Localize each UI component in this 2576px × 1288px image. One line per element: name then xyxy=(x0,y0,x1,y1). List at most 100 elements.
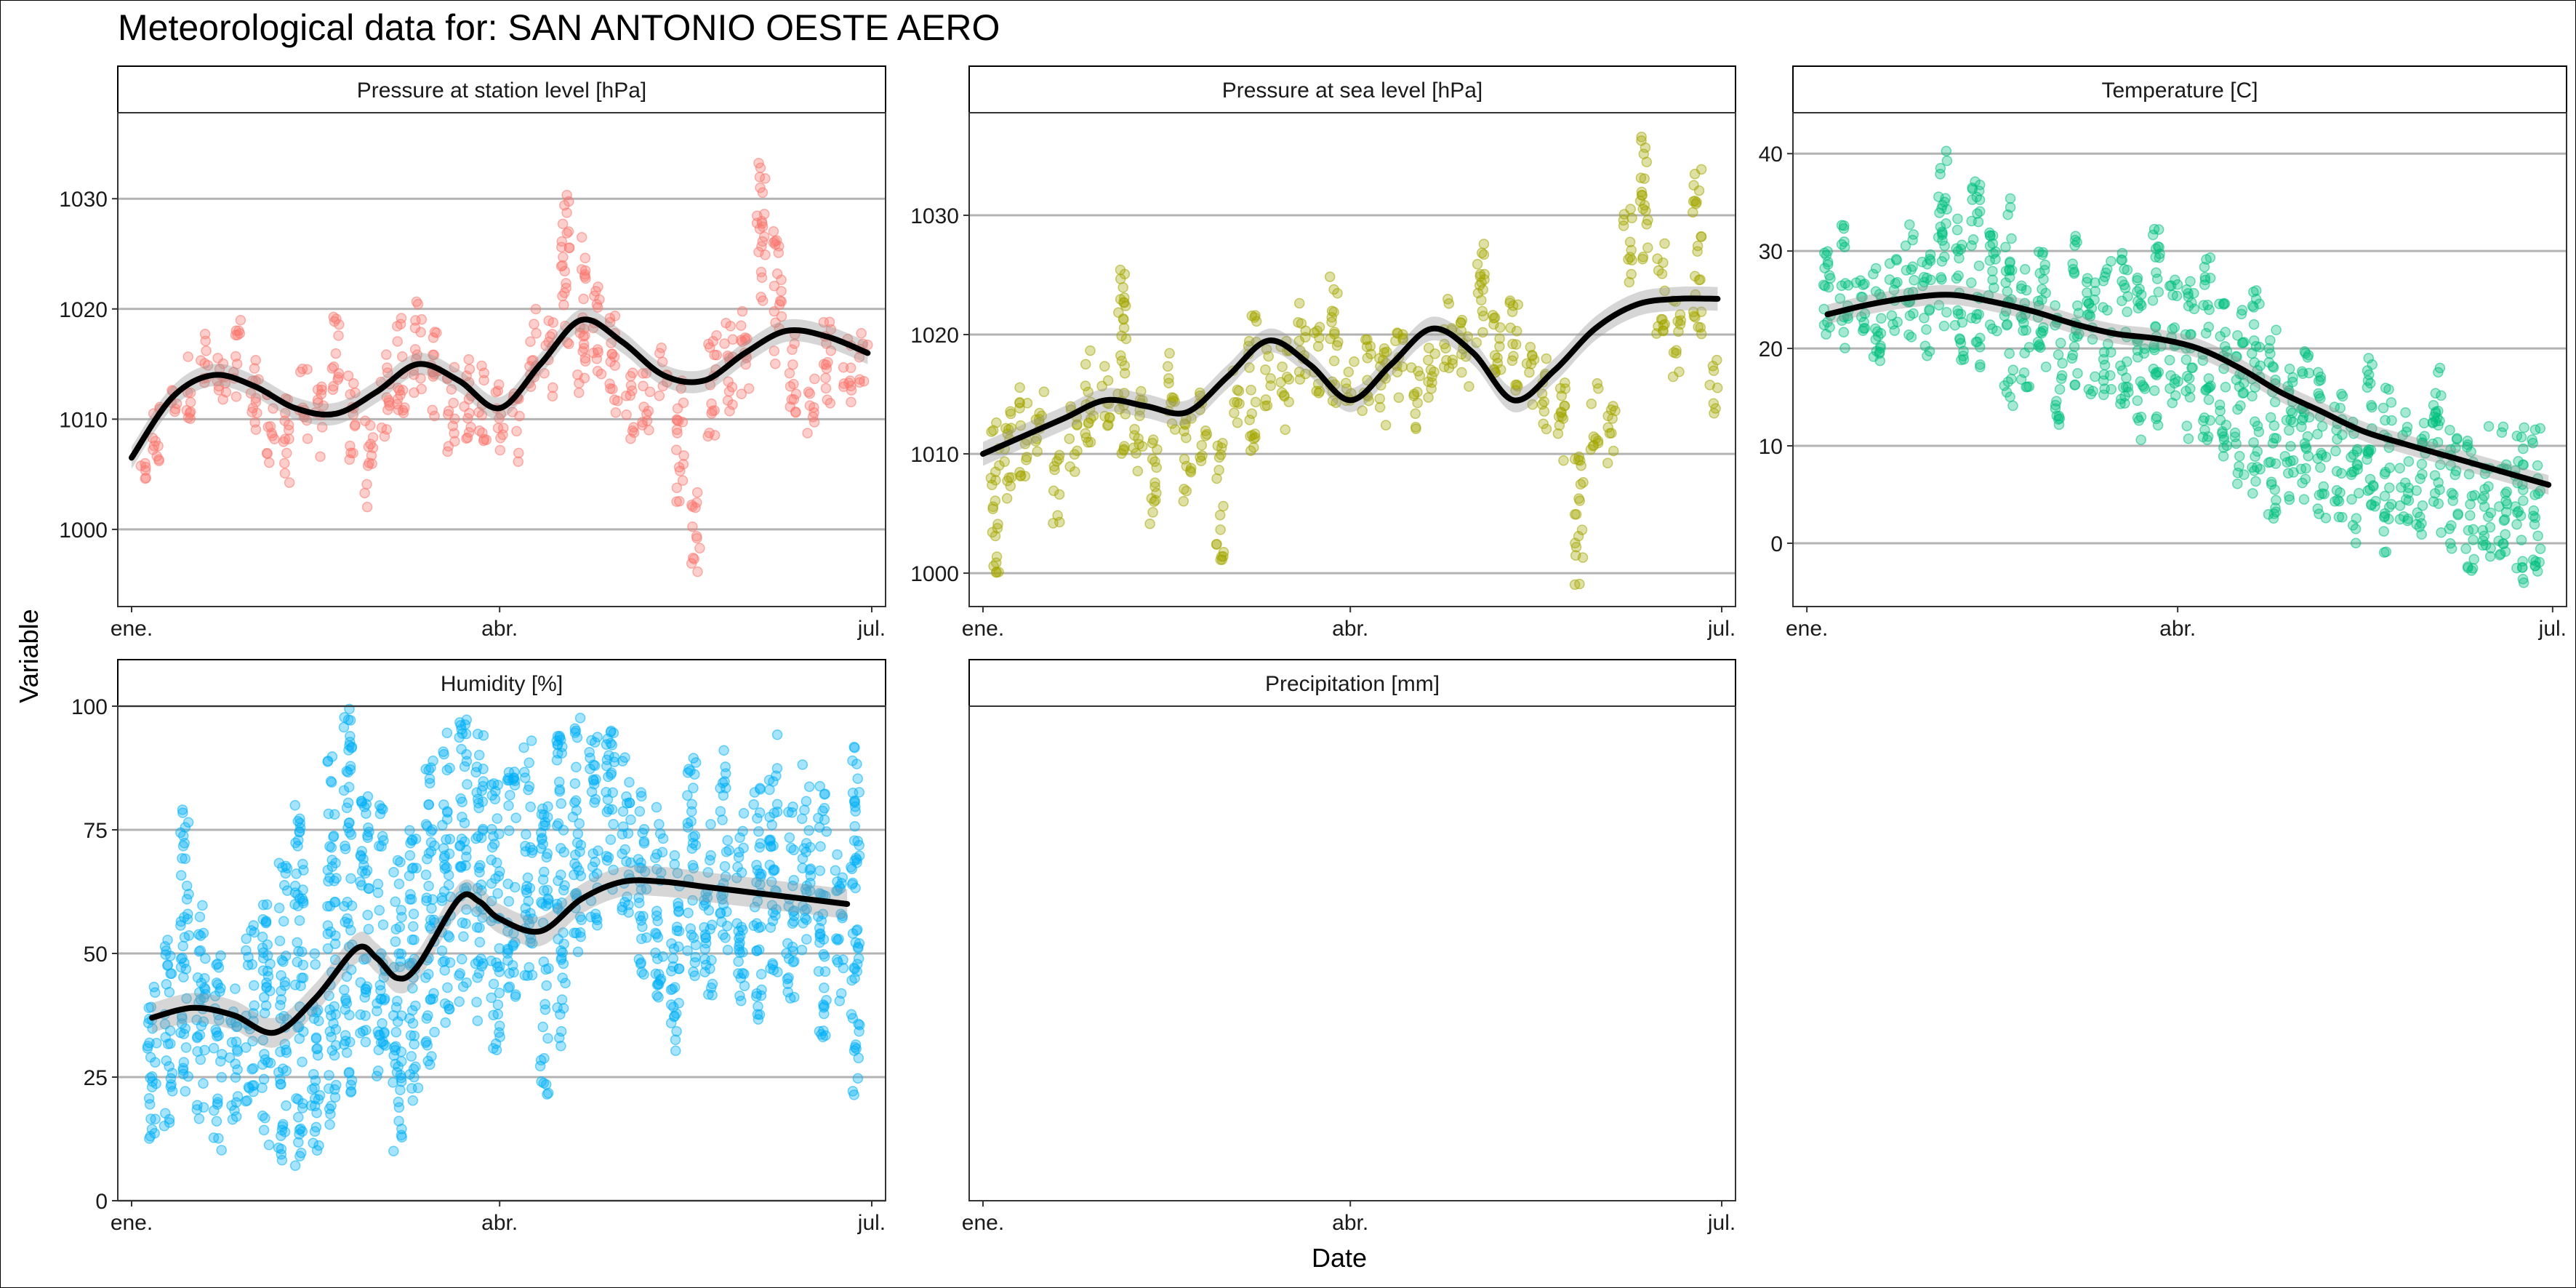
data-point xyxy=(416,383,427,395)
data-point xyxy=(278,916,289,927)
data-point xyxy=(825,345,837,356)
data-point xyxy=(818,934,830,945)
data-point xyxy=(803,386,814,398)
data-point xyxy=(554,732,566,743)
data-point xyxy=(273,903,285,913)
data-point xyxy=(1602,422,1613,433)
data-point xyxy=(768,225,779,237)
data-point xyxy=(555,798,567,809)
data-point xyxy=(439,956,450,967)
data-point xyxy=(212,1031,222,1042)
data-point xyxy=(390,1041,401,1052)
data-point xyxy=(252,407,262,419)
data-point xyxy=(257,899,269,911)
data-point xyxy=(2171,290,2183,302)
data-point xyxy=(2183,288,2194,299)
data-point xyxy=(820,372,831,384)
data-point xyxy=(678,397,689,409)
data-point xyxy=(1083,386,1094,398)
data-point xyxy=(2056,369,2068,381)
data-point xyxy=(441,727,453,738)
data-point xyxy=(2370,495,2381,507)
data-point xyxy=(1507,338,1518,350)
data-point xyxy=(851,759,862,769)
y-tick-label: 0 xyxy=(1770,532,1783,556)
data-point xyxy=(2116,365,2128,376)
data-point xyxy=(230,1097,242,1108)
data-point xyxy=(547,317,558,328)
data-point xyxy=(848,741,859,753)
data-point xyxy=(1675,315,1687,327)
data-point xyxy=(366,450,377,461)
data-point xyxy=(1688,180,1699,191)
data-point xyxy=(268,403,278,414)
data-point xyxy=(420,869,432,881)
data-point xyxy=(2250,382,2260,393)
data-point xyxy=(785,842,797,854)
data-point xyxy=(1246,311,1258,321)
data-point xyxy=(1147,434,1159,445)
data-point xyxy=(592,344,603,355)
data-point xyxy=(2270,503,2281,513)
data-point xyxy=(2511,519,2522,530)
data-point xyxy=(2352,460,2363,471)
data-point xyxy=(1941,218,1951,229)
y-tick-label: 40 xyxy=(1759,143,1783,167)
data-point xyxy=(709,430,721,441)
data-point xyxy=(356,851,366,862)
data-point xyxy=(1839,343,1850,353)
data-point xyxy=(1102,375,1114,386)
data-point xyxy=(1244,415,1255,425)
smooth-line xyxy=(1824,292,2552,488)
data-point xyxy=(428,371,439,382)
data-point xyxy=(2038,321,2049,333)
data-point xyxy=(764,784,775,796)
data-point xyxy=(208,1042,220,1054)
data-point xyxy=(587,861,598,873)
data-point xyxy=(726,382,738,393)
data-point xyxy=(1423,376,1434,388)
data-point xyxy=(1478,239,1490,249)
data-point xyxy=(328,361,340,372)
data-point xyxy=(635,787,646,798)
data-point xyxy=(2220,327,2231,337)
data-point xyxy=(2083,384,2095,395)
data-point xyxy=(372,1005,382,1017)
x-tick-label: jul. xyxy=(857,1211,886,1235)
data-point xyxy=(1169,396,1181,407)
data-point xyxy=(310,959,321,970)
facet-panels: Pressure at station level [hPa]100010101… xyxy=(59,65,2567,1235)
data-point xyxy=(1574,495,1586,506)
confidence-band xyxy=(132,308,868,469)
data-point xyxy=(986,426,997,437)
data-point xyxy=(2284,363,2295,375)
data-point xyxy=(770,317,781,328)
data-point xyxy=(2016,280,2027,292)
data-point xyxy=(707,989,718,1001)
data-point xyxy=(1692,240,1704,252)
data-point xyxy=(293,1111,304,1123)
data-point xyxy=(1312,340,1324,352)
data-point xyxy=(637,417,648,428)
data-point xyxy=(1003,472,1015,484)
data-point xyxy=(2147,295,2159,306)
x-tick-label: ene. xyxy=(962,1211,1004,1235)
data-point xyxy=(2268,420,2280,431)
data-point xyxy=(1006,423,1016,433)
data-point xyxy=(2007,364,2019,376)
data-point xyxy=(1900,240,1911,252)
data-point xyxy=(579,356,591,367)
data-point xyxy=(2532,566,2543,577)
data-point xyxy=(688,753,699,764)
data-point xyxy=(2200,385,2211,396)
data-point xyxy=(393,1096,404,1108)
data-point xyxy=(396,1076,407,1087)
data-point xyxy=(377,1018,388,1029)
data-point xyxy=(2169,322,2180,333)
data-point xyxy=(2400,407,2411,418)
data-point xyxy=(178,1057,190,1068)
data-point xyxy=(687,521,698,532)
data-point xyxy=(1293,367,1305,377)
data-point xyxy=(734,832,745,843)
data-point xyxy=(440,1017,451,1028)
